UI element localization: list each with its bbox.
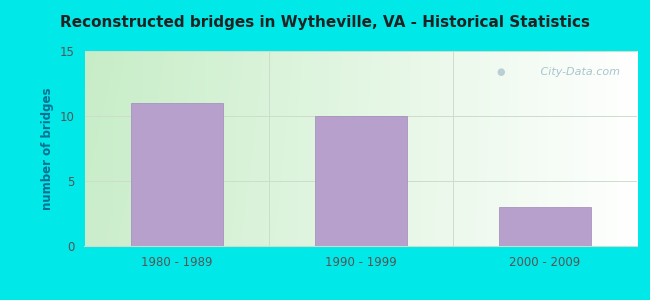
Bar <box>499 207 591 246</box>
Bar <box>315 116 407 246</box>
Bar <box>131 103 222 246</box>
Text: City-Data.com: City-Data.com <box>538 67 620 76</box>
Text: ●: ● <box>496 67 504 76</box>
Text: Reconstructed bridges in Wytheville, VA - Historical Statistics: Reconstructed bridges in Wytheville, VA … <box>60 15 590 30</box>
Y-axis label: number of bridges: number of bridges <box>42 87 55 210</box>
